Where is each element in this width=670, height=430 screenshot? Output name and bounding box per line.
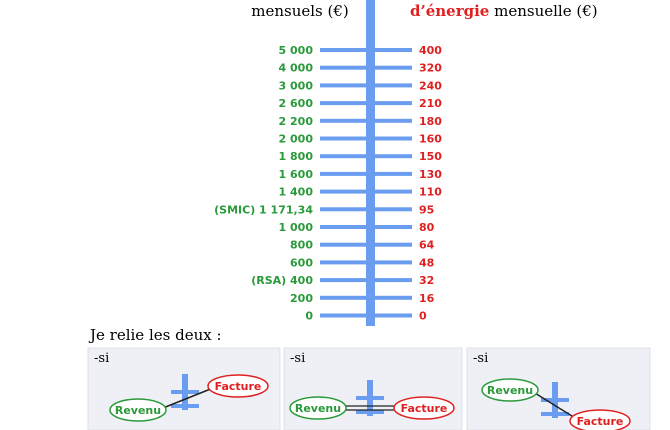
scale-tick — [320, 101, 412, 106]
bill-label: 150 — [419, 150, 442, 163]
scale-tick — [320, 225, 412, 229]
revenue-bubble-label: Revenu — [295, 402, 341, 415]
bill-label: 48 — [419, 256, 434, 269]
bill-bubble — [207, 374, 269, 398]
scale-tick — [320, 242, 412, 247]
revenue-bubble-label: Revenu — [115, 404, 161, 417]
bill-label: 16 — [419, 292, 435, 305]
revenue-label: 1 000 — [279, 221, 314, 234]
bill-label: 80 — [419, 221, 435, 234]
bill-label: 160 — [419, 133, 442, 146]
revenue-label: (RSA) 400 — [251, 274, 313, 287]
panel-prefix: -si — [94, 351, 109, 366]
right-title-rest: mensuelle (€) — [489, 2, 597, 20]
central-bar — [366, 0, 375, 326]
bill-label: 130 — [419, 168, 442, 181]
scale-tick — [320, 295, 412, 300]
link-line — [529, 389, 581, 422]
panels: -si Revenu Facture -si Revenu Facture -si Reven… — [87, 347, 651, 430]
mini-tick — [356, 396, 384, 400]
revenue-label: 1 600 — [279, 168, 314, 181]
left-title: mensuels (€) — [251, 2, 349, 20]
scale-tick — [320, 136, 412, 141]
mini-tick — [171, 390, 199, 394]
scale-tick — [320, 83, 412, 88]
revenue-bubble — [109, 398, 167, 422]
bill-bubble — [393, 396, 455, 420]
revenue-label: 2 600 — [279, 97, 314, 110]
revenue-label: 5 000 — [279, 44, 314, 57]
bill-label: 110 — [419, 186, 442, 199]
revenue-label: 2 000 — [279, 133, 314, 146]
scale-tick — [320, 260, 412, 265]
mini-tick — [541, 412, 569, 416]
revenue-label: 800 — [290, 239, 313, 252]
bill-bubble — [569, 409, 631, 430]
scale-tick — [320, 278, 412, 283]
panel: -si Revenu Facture — [87, 347, 281, 430]
revenue-label: 4 000 — [279, 62, 314, 75]
scale-tick — [320, 154, 412, 159]
panel: -si Revenu Facture — [283, 347, 463, 430]
scale-tick — [320, 171, 412, 176]
revenue-bubble — [289, 396, 347, 420]
scale-tick — [320, 189, 412, 194]
revenue-label: 600 — [290, 256, 313, 269]
revenue-label: 0 — [305, 310, 313, 323]
bill-bubble-label: Facture — [577, 415, 624, 428]
bill-bubble-label: Facture — [215, 380, 262, 393]
bill-label: 240 — [419, 79, 442, 92]
bill-label: 0 — [419, 310, 427, 323]
scale-tick — [320, 207, 412, 212]
revenue-label: (SMIC) 1 171,34 — [214, 203, 313, 216]
revenue-label: 2 200 — [279, 115, 314, 128]
revenue-label: 1 800 — [279, 150, 314, 163]
scale-tick — [320, 313, 412, 318]
revenue-bubble-label: Revenu — [487, 384, 533, 397]
revenue-label: 3 000 — [279, 79, 314, 92]
panel-prefix: -si — [290, 351, 305, 366]
revenue-label: 200 — [290, 292, 313, 305]
right-title-bold: d’énergie — [410, 2, 489, 20]
bill-label: 180 — [419, 115, 442, 128]
bill-label: 32 — [419, 274, 434, 287]
caption: Je relie les deux : — [88, 326, 222, 344]
panel-prefix: -si — [473, 351, 488, 366]
scale-tick — [320, 48, 412, 52]
bill-label: 210 — [419, 97, 442, 110]
scale-tick — [320, 65, 412, 70]
right-title: d’énergie mensuelle (€) — [410, 2, 598, 20]
bill-bubble-label: Facture — [401, 402, 448, 415]
revenue-bubble — [481, 378, 539, 402]
revenue-label: 1 400 — [279, 186, 314, 199]
bill-label: 400 — [419, 44, 442, 57]
panel: -si Revenu Facture — [466, 347, 651, 430]
mini-tick — [541, 398, 569, 402]
bill-label: 95 — [419, 203, 434, 216]
bill-label: 320 — [419, 62, 442, 75]
link-line — [157, 385, 219, 411]
scale-tick — [320, 118, 412, 123]
mini-tick — [356, 410, 384, 414]
mini-tick — [171, 404, 199, 408]
bill-label: 64 — [419, 239, 435, 252]
